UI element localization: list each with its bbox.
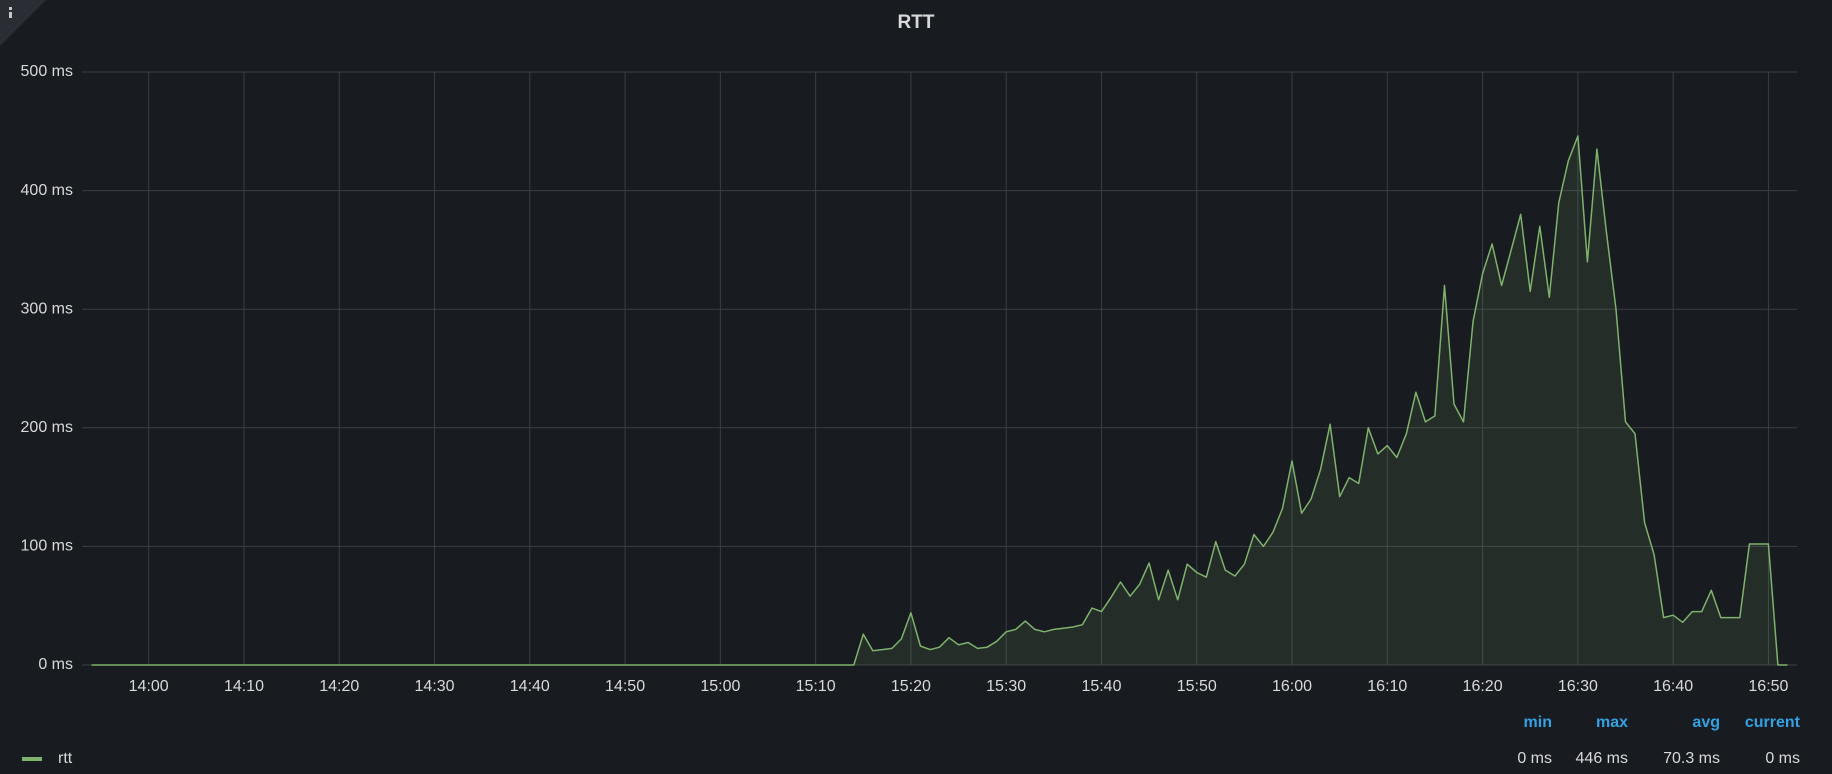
y-tick-label: 400 ms [21,182,73,199]
legend-stat-header: avg [1692,714,1720,731]
x-tick-label: 14:40 [510,678,550,695]
y-tick-label: 300 ms [21,300,73,317]
x-tick-label: 16:30 [1558,678,1598,695]
y-tick-label: 100 ms [21,538,73,555]
legend-stat-value: 0 ms [1517,750,1552,767]
x-tick-label: 16:00 [1272,678,1312,695]
x-tick-label: 14:00 [129,678,169,695]
legend-stat-value: 0 ms [1765,750,1800,767]
x-tick-label: 16:40 [1653,678,1693,695]
legend-stat-header: max [1596,714,1628,731]
x-tick-label: 14:20 [319,678,359,695]
legend-stat-header: min [1524,714,1552,731]
x-tick-label: 14:50 [605,678,645,695]
x-tick-label: 15:50 [1177,678,1217,695]
x-tick-label: 16:10 [1367,678,1407,695]
info-icon-dot [9,7,12,10]
x-tick-label: 16:20 [1463,678,1503,695]
legend-stat-value: 70.3 ms [1663,750,1720,767]
legend-stat-header: current [1745,714,1801,731]
legend-stat-value: 446 ms [1576,750,1628,767]
y-tick-label: 500 ms [21,63,73,80]
x-tick-label: 15:20 [891,678,931,695]
x-tick-label: 14:10 [224,678,264,695]
legend-label: rtt [58,750,73,767]
y-tick-label: 200 ms [21,419,73,436]
x-tick-label: 15:40 [1081,678,1121,695]
chart-title: RTT [898,12,935,33]
y-tick-label: 0 ms [38,656,73,673]
x-tick-label: 15:10 [796,678,836,695]
x-tick-label: 15:00 [700,678,740,695]
area [91,136,1788,665]
x-tick-label: 14:30 [415,678,455,695]
x-tick-label: 15:30 [986,678,1026,695]
legend-swatch [22,757,42,761]
info-corner[interactable] [0,0,46,46]
info-icon [9,12,12,18]
x-tick-label: 16:50 [1748,678,1788,695]
line [91,135,1788,666]
